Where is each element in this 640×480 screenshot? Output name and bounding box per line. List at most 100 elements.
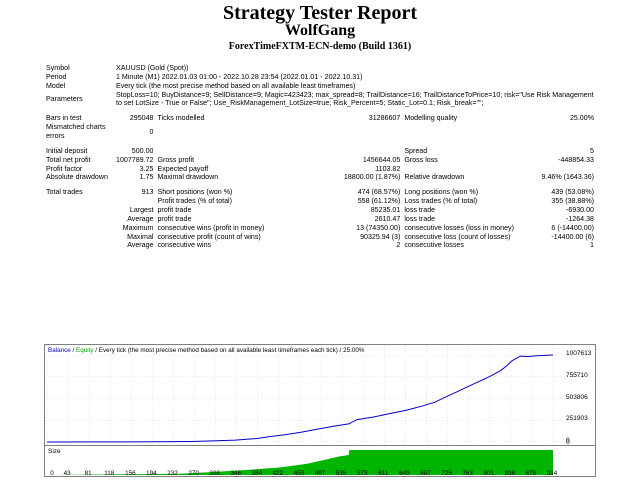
mismatch-value: 0	[149, 127, 154, 136]
gross-loss-value: -448854.33	[558, 155, 594, 164]
row-period: Period 1 Minute (M1) 2022.01.03 01:00 - …	[44, 73, 596, 82]
row-parameters: Parameters StopLoss=10; BuyDistance=9; S…	[44, 91, 596, 109]
quality-label: Modelling quality	[404, 114, 458, 123]
avg-cons-losses-value: 1	[590, 241, 594, 250]
relative-drawdown-label: Relative drawdown	[404, 173, 465, 182]
absolute-drawdown-value: 1.75	[139, 173, 154, 182]
row-largest: Largest profit trade 85235.01 loss trade…	[44, 206, 596, 215]
average-profit-label: profit trade	[157, 214, 192, 223]
y-tick-label: 0	[566, 437, 570, 444]
max-cons-wins-value: 13 (74350.00)	[356, 223, 401, 232]
ticks-label: Ticks modelled	[157, 114, 205, 123]
report-table: Symbol XAUUSD (Gold (Spot)) Period 1 Min…	[44, 64, 596, 250]
deposit-value: 500.00	[131, 146, 154, 155]
balance-chart-svg	[45, 345, 595, 445]
x-tick-label: 687	[420, 470, 431, 477]
x-tick-label: 156	[125, 470, 136, 477]
largest-profit-value: 85235.01	[370, 206, 401, 215]
model-value: Every tick (the most precise method base…	[116, 81, 356, 90]
y-tick-label: 503806	[566, 393, 588, 401]
y-tick-label: 251903	[566, 415, 588, 423]
gross-profit-value: 1456644.05	[362, 155, 401, 164]
balance-graph: Balance / Equity / Every tick (the most …	[44, 344, 596, 446]
row-total-trades: Total trades 913 Short positions (won %)…	[44, 188, 596, 197]
server-build: ForexTimeFXTM-ECN-demo (Build 1361)	[228, 41, 412, 52]
relative-drawdown-value: 9.46% (1643.36)	[541, 173, 594, 182]
model-label: Model	[46, 81, 66, 90]
expert-name: WolfGang	[284, 22, 356, 39]
size-area	[47, 450, 553, 475]
largest-profit-label: profit trade	[157, 206, 192, 215]
x-tick-label: 497	[314, 470, 326, 477]
average-loss-value: -1264.38	[565, 214, 594, 223]
bars-label: Bars in test	[46, 114, 82, 123]
row-average: Average profit trade 2610.47 loss trade …	[44, 215, 596, 224]
net-profit-value: 1007789.72	[116, 155, 154, 164]
symbol-value: XAUUSD (Gold (Spot))	[116, 64, 189, 72]
x-tick-label: 914	[546, 470, 558, 477]
loss-trades-value: 355 (38.88%)	[551, 197, 594, 206]
period-value: 1 Minute (M1) 2022.01.03 01:00 - 2022.10…	[116, 72, 363, 81]
spread-label: Spread	[404, 146, 428, 155]
x-tick-label: 535	[335, 470, 347, 477]
absolute-drawdown-label: Absolute drawdown	[46, 173, 108, 182]
maximal-cons-loss-value: -14400.00 (6)	[551, 232, 594, 241]
largest-loss-label: loss trade	[404, 206, 436, 215]
long-positions-value: 439 (53.08%)	[551, 188, 594, 197]
spread-value: 5	[590, 146, 594, 155]
avg-cons-label: Average	[127, 241, 154, 250]
parameters-label: Parameters	[46, 95, 83, 103]
balance-series-line	[46, 354, 554, 443]
equity-legend: Equity	[76, 347, 94, 354]
average-label: Average	[127, 214, 154, 223]
short-positions-value: 474 (68.57%)	[357, 188, 401, 197]
parameters-value: StopLoss=10; BuyDistance=9; SellDistance…	[116, 90, 594, 108]
size-chart-svg	[47, 450, 553, 475]
long-positions-label: Long positions (won %)	[404, 188, 479, 197]
row-average-consecutive: Average consecutive wins 2 consecutive l…	[44, 241, 596, 250]
row-maximal: Maximal consecutive profit (count of win…	[44, 233, 596, 242]
expected-payoff-value: 1103.82	[375, 164, 401, 173]
size-y-tick-label: 0	[566, 439, 570, 446]
x-tick-label: 611	[378, 470, 389, 477]
x-tick-label: 232	[167, 470, 178, 477]
maximal-cons-profit-value: 90325.94 (3)	[360, 232, 401, 241]
graph-caption: Balance / Equity / Every tick (the most …	[48, 347, 364, 354]
net-profit-label: Total net profit	[46, 155, 91, 164]
x-tick-label: 43	[63, 470, 71, 477]
report-title: Strategy Tester Report	[222, 2, 418, 24]
maximal-cons-loss-label: consecutive loss (count of losses)	[404, 232, 511, 241]
row-model: Model Every tick (the most precise metho…	[44, 82, 596, 91]
x-tick-label: 763	[462, 470, 473, 477]
ticks-value: 31286607	[368, 114, 401, 123]
row-symbol: Symbol XAUUSD (Gold (Spot))	[44, 64, 596, 73]
deposit-label: Initial deposit	[46, 146, 88, 155]
loss-trades-label: Loss trades (% of total)	[404, 197, 478, 206]
x-tick-label: 270	[188, 470, 199, 477]
x-tick-label: 422	[272, 470, 284, 477]
profit-factor-label: Profit factor	[46, 164, 83, 173]
max-cons-losses-label: consecutive losses (loss in money)	[404, 223, 514, 232]
average-loss-label: loss trade	[404, 214, 436, 223]
x-tick-label: 384	[251, 470, 263, 477]
average-profit-value: 2610.47	[374, 214, 401, 223]
x-tick-label: 838	[504, 470, 516, 477]
row-bars: Bars in test 295048 Ticks modelled 31286…	[44, 114, 596, 123]
caption-separator: /	[70, 347, 77, 354]
gross-profit-label: Gross profit	[157, 155, 195, 164]
maximal-label: Maximal	[127, 232, 154, 241]
x-tick-label: 81	[84, 470, 92, 477]
largest-label: Largest	[129, 206, 154, 215]
row-maximum: Maximum consecutive wins (profit in mone…	[44, 224, 596, 233]
caption-description: / Every tick (the most precise method ba…	[93, 347, 365, 354]
row-profit-factor: Profit factor 3.25 Expected payoff 1103.…	[44, 165, 596, 174]
x-tick-label: 118	[104, 470, 115, 477]
profit-factor-value: 3.25	[139, 164, 154, 173]
x-tick-label: 876	[525, 470, 537, 477]
row-deposit: Initial deposit 500.00 Spread 5	[44, 147, 596, 156]
maximal-drawdown-label: Maximal drawdown	[157, 173, 219, 182]
row-net-profit: Total net profit 1007789.72 Gross profit…	[44, 156, 596, 165]
row-mismatch: Mismatched charts errors 0	[44, 123, 596, 141]
avg-cons-losses-label: consecutive losses	[404, 241, 464, 250]
max-cons-losses-value: 6 (-14400.00)	[551, 223, 594, 232]
